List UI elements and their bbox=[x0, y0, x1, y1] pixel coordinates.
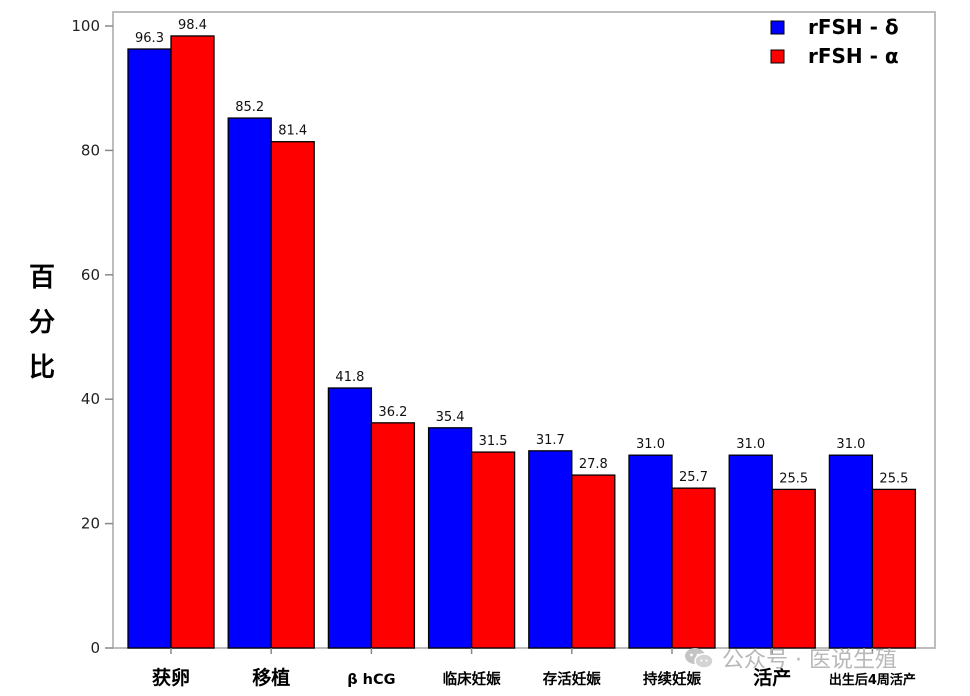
category-label: 持续妊娠 bbox=[643, 670, 701, 688]
y-axis-label-char: 百 bbox=[29, 263, 55, 293]
y-axis: 0 20 40 60 80 100 bbox=[71, 17, 113, 657]
bars-layer bbox=[127, 35, 917, 649]
data-label: 96.3 bbox=[135, 31, 164, 46]
bar bbox=[828, 454, 874, 649]
bar bbox=[871, 488, 917, 649]
y-axis-label-char: 比 bbox=[29, 353, 55, 383]
bar bbox=[127, 48, 172, 649]
data-label: 25.5 bbox=[879, 471, 908, 486]
bar bbox=[370, 422, 416, 649]
category-label: 存活妊娠 bbox=[543, 670, 601, 688]
y-tick-label: 20 bbox=[81, 515, 100, 533]
y-tick-label: 0 bbox=[90, 639, 100, 657]
y-tick-label: 80 bbox=[81, 141, 100, 159]
bar bbox=[327, 387, 373, 649]
category-label: 移植 bbox=[252, 666, 290, 689]
category-label: β hCG bbox=[347, 672, 395, 688]
bar bbox=[470, 451, 516, 649]
data-label: 36.2 bbox=[378, 405, 407, 420]
data-label: 25.5 bbox=[779, 471, 808, 486]
bar bbox=[771, 488, 816, 649]
bar bbox=[227, 117, 272, 649]
bar bbox=[270, 141, 315, 649]
bar bbox=[728, 454, 773, 649]
legend-entry: rFSH - α bbox=[808, 44, 899, 68]
y-axis-label: 百分比 bbox=[29, 263, 55, 383]
data-labels-layer: 96.3 98.4 85.2 81.4 41.8 36.2 35.4 31.5 31.7 27.8… bbox=[135, 18, 908, 486]
bar bbox=[170, 35, 215, 649]
data-label: 31.5 bbox=[479, 434, 508, 449]
category-label: 活产 bbox=[753, 666, 791, 689]
data-label: 31.7 bbox=[536, 433, 565, 448]
legend-swatch bbox=[770, 49, 785, 64]
data-label: 31.0 bbox=[636, 437, 665, 452]
watermark-text: 公众号 · 医说生殖 bbox=[722, 648, 897, 673]
data-label: 27.8 bbox=[579, 457, 608, 472]
bar bbox=[571, 474, 616, 649]
watermark: 公众号 · 医说生殖 bbox=[684, 642, 897, 674]
bar bbox=[427, 427, 473, 649]
wechat-icon bbox=[684, 646, 714, 670]
data-label: 31.0 bbox=[736, 437, 765, 452]
data-label: 41.8 bbox=[335, 370, 364, 385]
legend-entry: rFSH - δ bbox=[808, 15, 899, 39]
data-label: 85.2 bbox=[235, 100, 264, 115]
data-label: 31.0 bbox=[836, 437, 865, 452]
data-label: 35.4 bbox=[436, 410, 465, 425]
bar bbox=[628, 454, 673, 649]
legend: rFSH - δ rFSH - α bbox=[770, 15, 899, 68]
data-label: 25.7 bbox=[679, 470, 708, 485]
category-label: 临床妊娠 bbox=[443, 670, 501, 688]
category-label: 出生后4周活产 bbox=[829, 672, 916, 688]
category-label: 获卵 bbox=[152, 666, 190, 689]
legend-swatch bbox=[770, 20, 785, 35]
y-axis-label-char: 分 bbox=[29, 308, 55, 338]
x-axis: 获卵 移植 β hCG 临床妊娠 存活妊娠 持续妊娠 活产 出生后4周活产 bbox=[152, 648, 916, 689]
y-tick-label: 60 bbox=[81, 266, 100, 284]
bar bbox=[528, 450, 573, 649]
bar bbox=[671, 487, 716, 649]
data-label: 81.4 bbox=[278, 124, 307, 139]
y-tick-label: 100 bbox=[71, 17, 100, 35]
y-tick-label: 40 bbox=[81, 390, 100, 408]
data-label: 98.4 bbox=[178, 18, 207, 33]
